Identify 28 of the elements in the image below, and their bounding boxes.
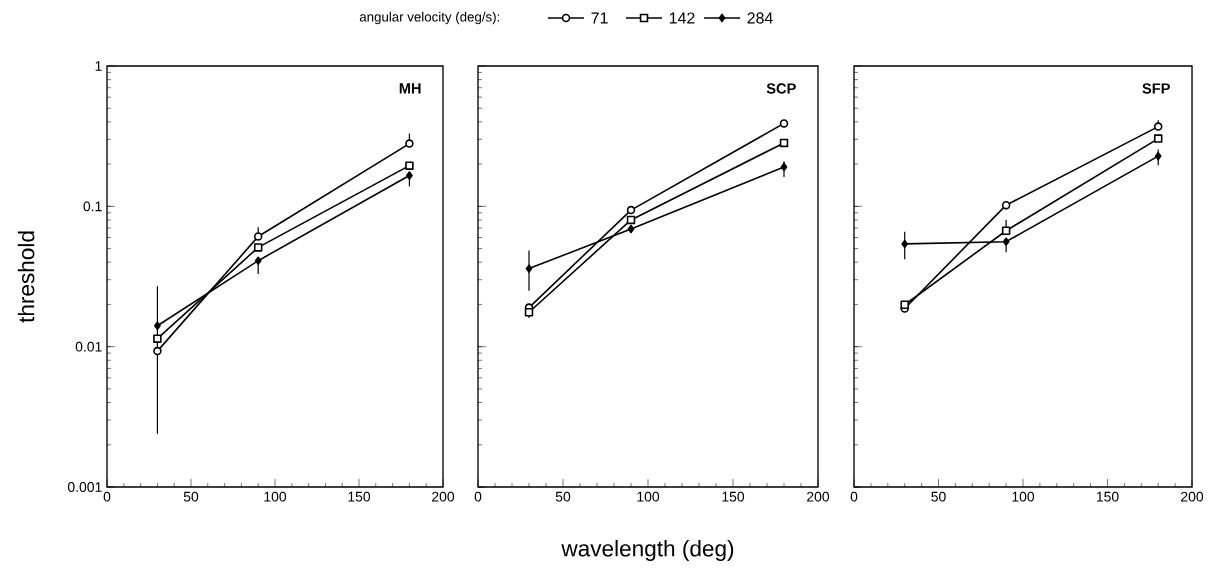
x-tick-label: 100	[264, 491, 287, 502]
x-tick-label: 200	[807, 491, 830, 502]
x-tick-label: 100	[1012, 491, 1035, 502]
text: SFP	[1142, 83, 1170, 94]
y-tick-label: 0.1	[83, 201, 102, 212]
x-tick-label: 150	[722, 491, 745, 502]
x-tick-label: 50	[931, 491, 946, 502]
legend-label: 142	[669, 12, 695, 24]
legend-title: angular velocity (deg/s):	[359, 11, 500, 25]
x-tick-label: 0	[474, 491, 482, 502]
y-tick-label: 0.01	[75, 341, 102, 352]
text: SCP	[766, 83, 796, 94]
x-axis-title: wavelength (deg)	[561, 539, 734, 561]
legend-label: 284	[747, 12, 773, 24]
x-tick-label: 0	[103, 491, 111, 502]
text: MH	[399, 83, 421, 94]
legend-label: 71	[591, 12, 608, 24]
x-tick-label: 50	[183, 491, 199, 502]
x-tick-label: 150	[348, 491, 371, 502]
y-axis-title: threshold	[17, 231, 35, 323]
y-tick-label: 1	[95, 61, 102, 71]
x-tick-label: 200	[432, 491, 455, 502]
x-tick-label: 100	[637, 491, 660, 502]
x-tick-label: 0	[850, 491, 858, 502]
x-tick-label: 200	[1181, 491, 1204, 502]
x-tick-label: 150	[1096, 491, 1119, 502]
y-tick-label: 0.001	[67, 482, 102, 492]
x-tick-label: 50	[555, 491, 571, 502]
